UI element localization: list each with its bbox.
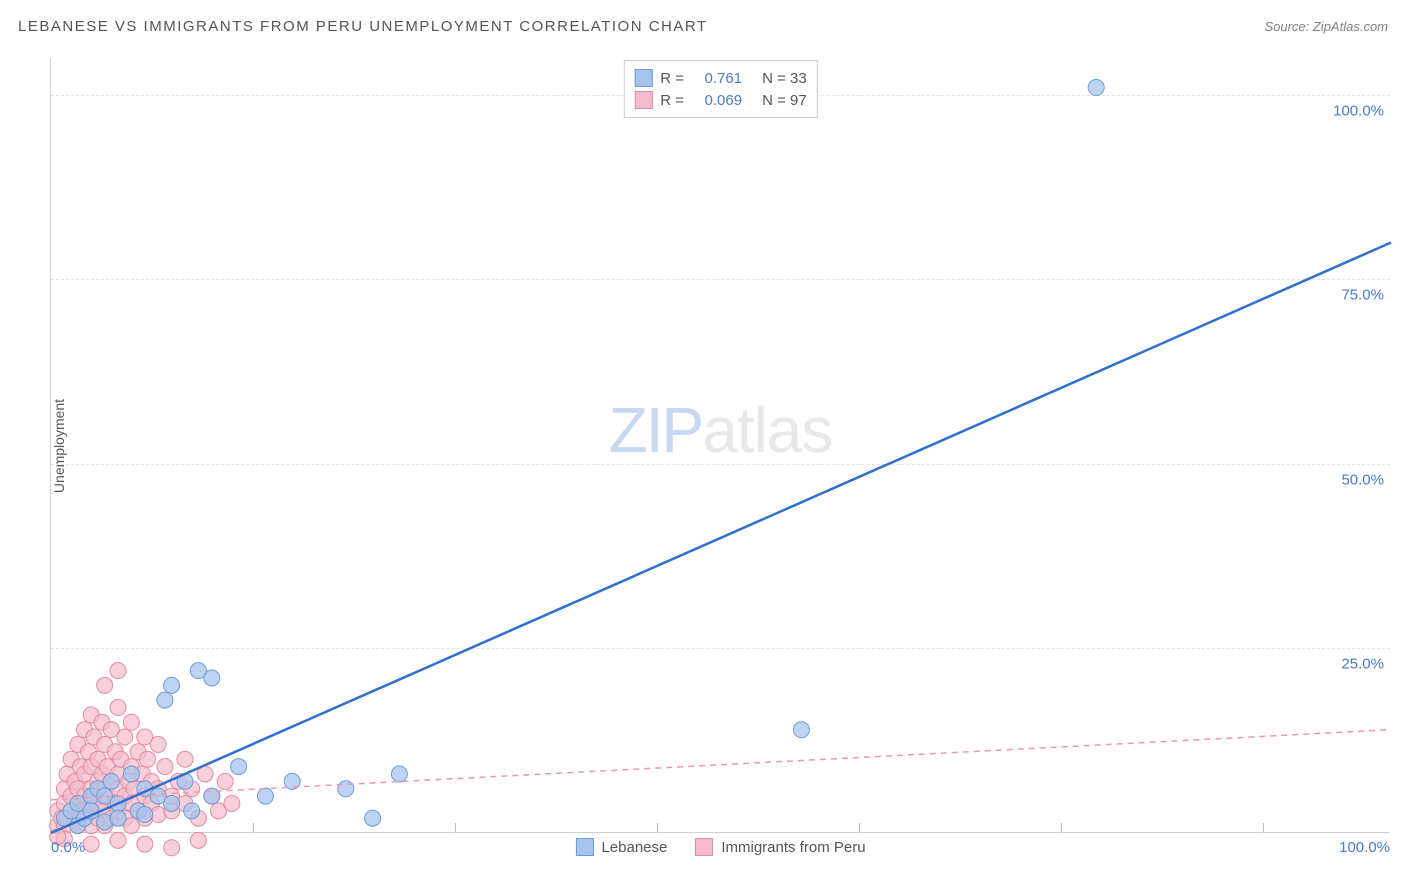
data-point [103,773,119,789]
data-point [164,840,180,856]
data-point [157,759,173,775]
data-point [110,663,126,679]
data-point [217,773,233,789]
data-point [204,670,220,686]
data-point [391,766,407,782]
source-label: Source: ZipAtlas.com [1264,19,1388,34]
data-point [110,700,126,716]
trendline [51,730,1391,800]
data-point [110,832,126,848]
stats-row-lebanese: R = 0.761 N = 33 [634,67,806,89]
data-point [83,836,99,852]
swatch-lebanese [634,69,652,87]
data-point [164,677,180,693]
stats-legend-box: R = 0.761 N = 33 R = 0.069 N = 97 [623,60,817,118]
scatter-svg [51,58,1390,832]
legend-swatch-lebanese [575,838,593,856]
legend-item-peru: Immigrants from Peru [695,838,865,856]
trendline [51,243,1391,833]
data-point [177,751,193,767]
chart-title: LEBANESE VS IMMIGRANTS FROM PERU UNEMPLO… [18,18,708,35]
data-point [1088,80,1104,96]
data-point [117,729,133,745]
data-point [157,692,173,708]
data-point [97,677,113,693]
stats-row-peru: R = 0.069 N = 97 [634,89,806,111]
data-point [365,810,381,826]
data-point [257,788,273,804]
legend-swatch-peru [695,838,713,856]
data-point [123,766,139,782]
data-point [224,795,240,811]
x-axis-min-label: 0.0% [51,839,85,856]
data-point [137,807,153,823]
swatch-peru [634,91,652,109]
legend-item-lebanese: Lebanese [575,838,667,856]
bottom-legend: Lebanese Immigrants from Peru [575,838,865,856]
n-value-lebanese: 33 [790,70,807,87]
r-value-peru: 0.069 [692,92,742,109]
n-value-peru: 97 [790,92,807,109]
data-point [190,832,206,848]
data-point [137,836,153,852]
data-point [231,759,247,775]
r-value-lebanese: 0.761 [692,70,742,87]
data-point [164,795,180,811]
data-point [110,810,126,826]
data-point [139,751,155,767]
chart-plot-area: ZIPatlas 25.0%50.0%75.0%100.0% R = 0.761… [50,58,1390,833]
data-point [184,803,200,819]
data-point [150,736,166,752]
data-point [338,781,354,797]
x-axis-max-label: 100.0% [1339,839,1390,856]
data-point [123,714,139,730]
data-point [793,722,809,738]
